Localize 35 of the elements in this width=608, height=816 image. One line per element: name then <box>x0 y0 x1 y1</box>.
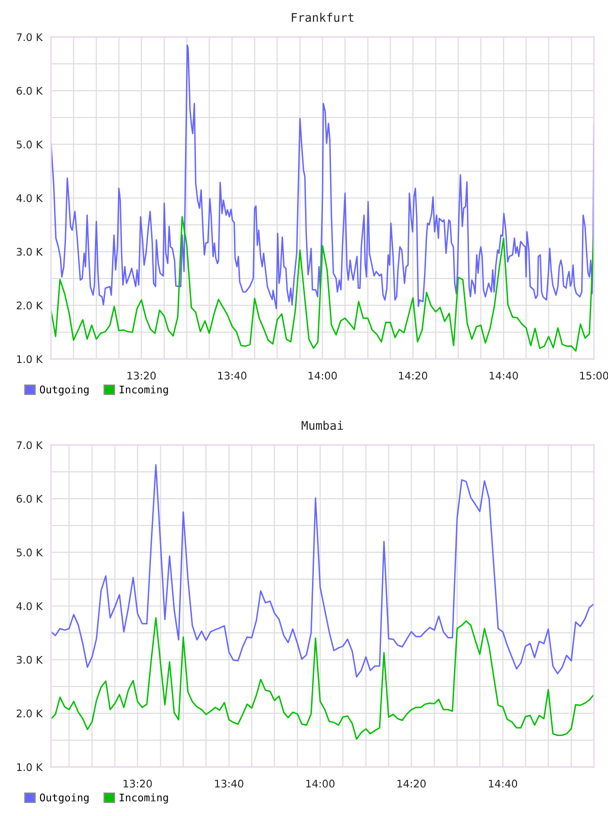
y-tick-label: 7.0 K <box>16 33 43 42</box>
y-tick-label: 1.0 K <box>17 355 43 364</box>
y-tick-label: 7.0 K <box>16 441 43 450</box>
x-tick-label: 14:20 <box>399 372 428 380</box>
line-series <box>51 216 594 352</box>
x-tick-label: 13:20 <box>128 372 156 380</box>
y-tick-label: 4.0 K <box>16 602 43 610</box>
y-tick-label: 3.0 K <box>16 656 43 664</box>
x-tick-label: 14:40 <box>490 372 518 380</box>
legend-label: Incoming <box>120 793 168 804</box>
x-tick-label: 15:00 <box>580 372 608 380</box>
y-tick-label: 5.0 K <box>16 140 43 148</box>
chart-title: Mumbai <box>302 420 344 430</box>
x-tick-label: 13:20 <box>124 780 152 788</box>
y-tick-label: 2.0 K <box>16 710 43 718</box>
x-tick-label: 13:40 <box>218 372 246 380</box>
x-tick-label: 14:00 <box>308 372 337 380</box>
x-tick-label: 14:20 <box>397 780 426 788</box>
y-tick-label: 1.0 K <box>17 763 43 772</box>
y-tick-label: 6.0 K <box>16 494 43 503</box>
y-tick-label: 6.0 K <box>16 86 43 95</box>
x-tick-label: 13:40 <box>215 780 244 788</box>
chart-title: Frankfurt <box>292 12 354 22</box>
y-tick-label: 3.0 K <box>16 248 43 256</box>
legend-label: Outgoing <box>40 793 89 804</box>
y-tick-label: 5.0 K <box>16 548 43 556</box>
x-tick-label: 14:00 <box>306 780 334 788</box>
line-series <box>51 617 594 740</box>
line-series <box>51 44 594 310</box>
y-tick-label: 4.0 K <box>16 194 43 202</box>
line-series <box>51 464 594 678</box>
y-tick-label: 2.0 K <box>16 302 43 310</box>
legend-label: Incoming <box>120 385 168 396</box>
x-tick-label: 14:40 <box>488 780 518 788</box>
legend-label: Outgoing <box>40 385 89 396</box>
